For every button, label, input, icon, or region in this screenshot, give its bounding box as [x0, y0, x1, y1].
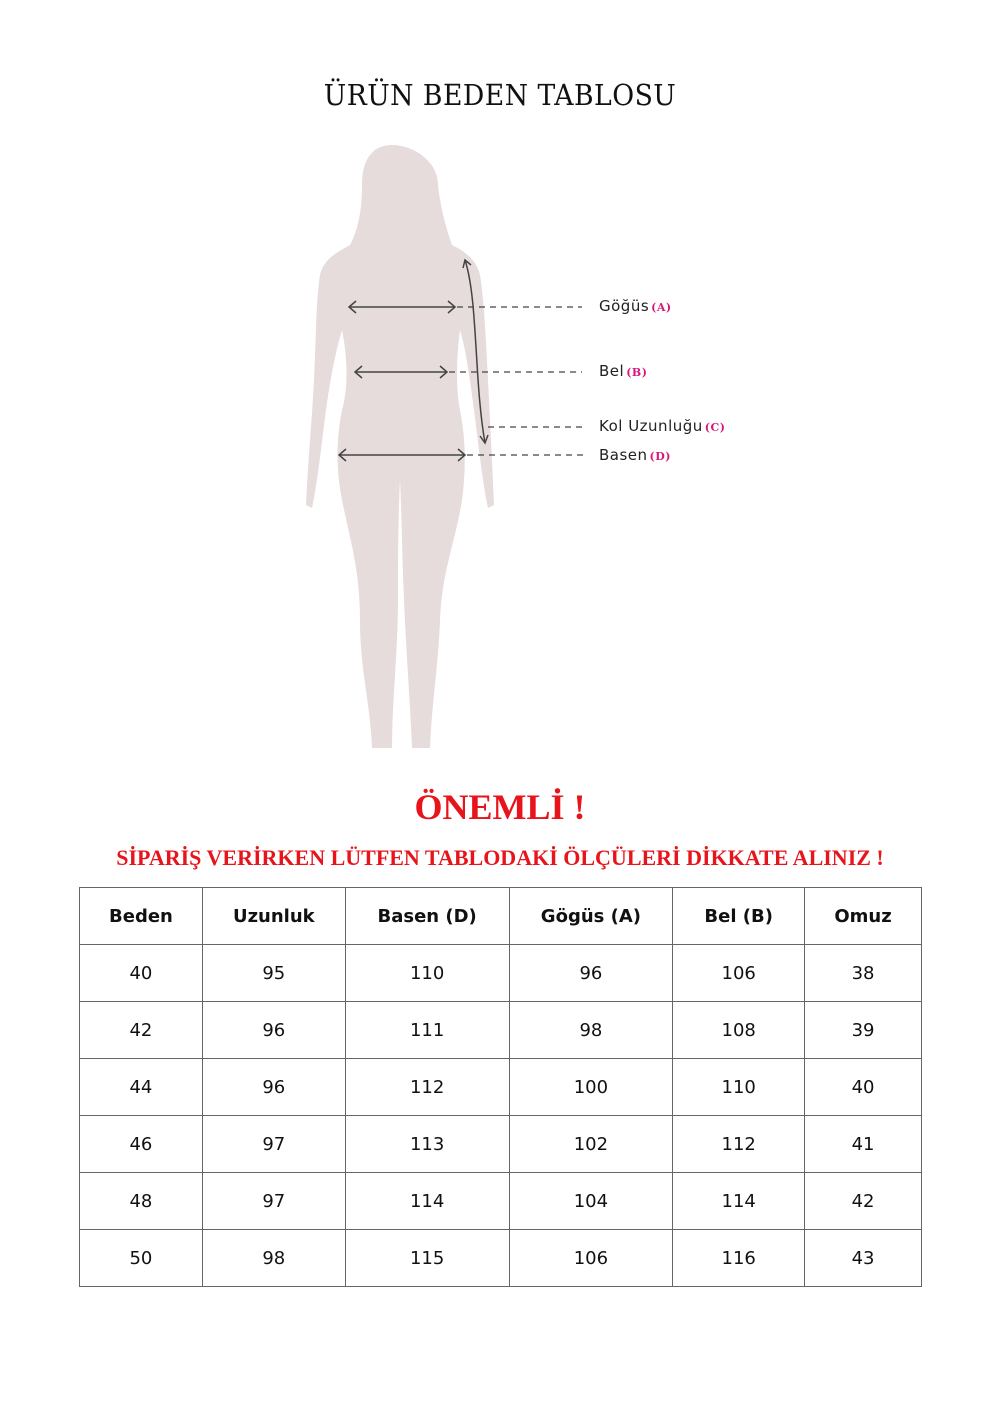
table-cell: 42 [804, 1172, 922, 1230]
label-code: (D) [649, 450, 671, 463]
table-cell: 110 [344, 944, 510, 1002]
table-row: 48 97 114 104 114 42 [79, 1172, 922, 1230]
table-cell: 97 [201, 1115, 346, 1173]
column-header: Basen (D) [344, 887, 510, 945]
table-cell: 100 [508, 1058, 674, 1116]
body-silhouette-figure [306, 145, 584, 748]
label-code: (A) [651, 301, 672, 314]
table-row: 44 96 112 100 110 40 [79, 1058, 922, 1116]
table-cell: 108 [672, 1001, 806, 1059]
table-cell: 96 [508, 944, 674, 1002]
table-cell: 114 [672, 1172, 806, 1230]
label-text: Basen [599, 446, 648, 464]
table-cell: 111 [344, 1001, 510, 1059]
table-cell: 50 [79, 1229, 203, 1287]
guide-lines [449, 306, 584, 456]
table-row: 40 95 110 96 106 38 [79, 944, 922, 1002]
table-cell: 110 [672, 1058, 806, 1116]
label-code: (B) [626, 366, 648, 379]
table-cell: 40 [79, 944, 203, 1002]
column-header: Bel (B) [672, 887, 806, 945]
table-cell: 112 [344, 1058, 510, 1116]
table-cell: 115 [344, 1229, 510, 1287]
table-cell: 44 [79, 1058, 203, 1116]
label-text: Kol Uzunluğu [599, 417, 703, 435]
sleeve-arrow [464, 259, 486, 444]
table-cell: 106 [508, 1229, 674, 1287]
table-cell: 116 [672, 1229, 806, 1287]
table-cell: 41 [804, 1115, 922, 1173]
notice-text: SİPARİŞ VERİRKEN LÜTFEN TABLODAKİ ÖLÇÜLE… [116, 845, 884, 870]
table-row: 42 96 111 98 108 39 [79, 1001, 922, 1059]
page-title: ÜRÜN BEDEN TABLOSU [323, 78, 677, 112]
label-hip: Basen (D) [599, 446, 671, 464]
body-silhouette [306, 145, 494, 748]
table-header-row: Beden Uzunluk Basen (D) Gögüs (A) Bel (B) Omu… [79, 887, 922, 945]
table-cell: 43 [804, 1229, 922, 1287]
table-row: 50 98 115 106 116 43 [79, 1229, 922, 1287]
label-text: Göğüs [599, 297, 650, 315]
column-header: Gögüs (A) [508, 887, 674, 945]
column-header: Omuz [804, 887, 922, 945]
table-cell: 96 [201, 1001, 346, 1059]
table-cell: 114 [344, 1172, 510, 1230]
label-waist: Bel (B) [599, 362, 647, 380]
label-sleeve: Kol Uzunluğu (C) [599, 417, 725, 435]
table-cell: 48 [79, 1172, 203, 1230]
table-cell: 112 [672, 1115, 806, 1173]
label-code: (C) [704, 421, 726, 434]
table-cell: 104 [508, 1172, 674, 1230]
table-cell: 106 [672, 944, 806, 1002]
table-cell: 98 [201, 1229, 346, 1287]
table-cell: 40 [804, 1058, 922, 1116]
table-body: 40 95 110 96 106 38 42 96 111 98 108 39 44 96 112 100 11… [79, 944, 922, 1287]
table-cell: 46 [79, 1115, 203, 1173]
notice-heading: ÖNEMLİ ! [414, 787, 586, 827]
table-cell: 42 [79, 1001, 203, 1059]
column-header: Uzunluk [201, 887, 346, 945]
table-cell: 98 [508, 1001, 674, 1059]
table-cell: 113 [344, 1115, 510, 1173]
column-header: Beden [79, 887, 203, 945]
table-cell: 39 [804, 1001, 922, 1059]
label-chest: Göğüs (A) [599, 297, 672, 315]
table-cell: 96 [201, 1058, 346, 1116]
size-table: Beden Uzunluk Basen (D) Gögüs (A) Bel (B) Omu… [79, 887, 922, 1287]
label-text: Bel [599, 362, 625, 380]
table-cell: 102 [508, 1115, 674, 1173]
table-row: 46 97 113 102 112 41 [79, 1115, 922, 1173]
table-cell: 95 [201, 944, 346, 1002]
table-cell: 97 [201, 1172, 346, 1230]
table-cell: 38 [804, 944, 922, 1002]
